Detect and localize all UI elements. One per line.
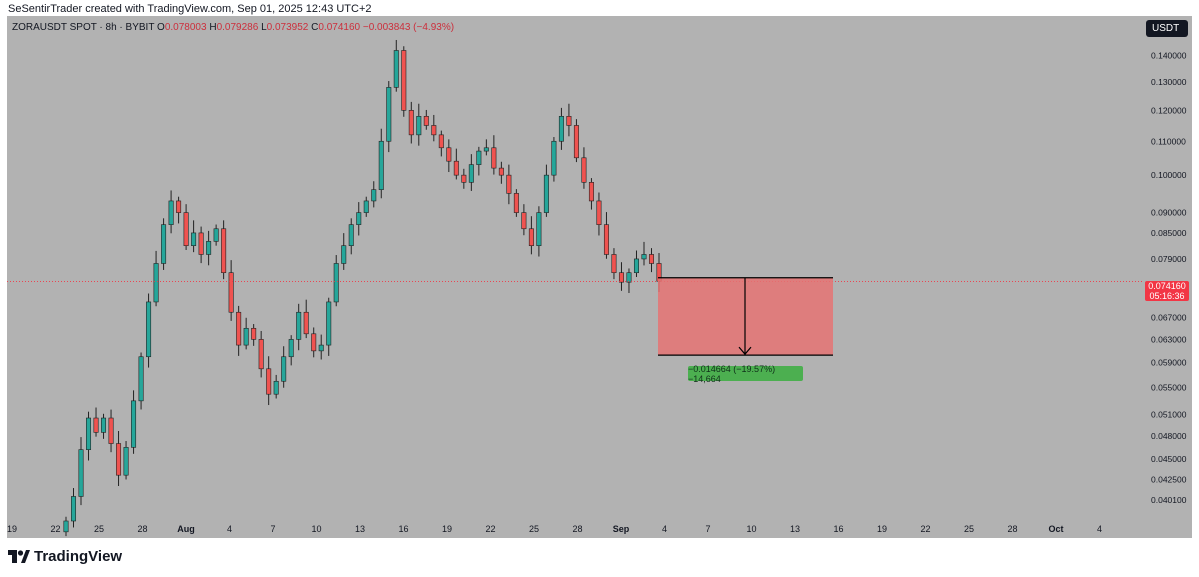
chart-caption: SeSentirTrader created with TradingView.… [8, 3, 372, 15]
legend-open: 0.078003 [164, 22, 207, 33]
price-axis[interactable] [1142, 16, 1192, 520]
tradingview-logo-icon [8, 550, 30, 563]
tradingview-logo[interactable]: TradingView [8, 548, 122, 565]
legend-low-label: L [261, 22, 267, 33]
bar-countdown: 05:16:36 [1149, 291, 1185, 301]
measure-label: −0.014664 (−19.57%) −14,664 [688, 364, 803, 384]
brand-name: TradingView [34, 548, 123, 565]
symbol-legend: ZORAUSDT SPOT · 8h · BYBIT O0.078003 H0.… [12, 22, 454, 33]
legend-change: −0.003843 (−4.93%) [362, 22, 455, 33]
chart-area[interactable] [7, 16, 1142, 520]
legend-high: 0.079286 [216, 22, 259, 33]
legend-high-label: H [209, 22, 217, 33]
legend-close: 0.074160 [318, 22, 361, 33]
time-axis[interactable] [7, 520, 1192, 538]
legend-open-label: O [157, 22, 165, 33]
last-price-tag: 0.074160 05:16:36 [1145, 281, 1189, 301]
legend-close-label: C [311, 22, 319, 33]
last-price-value: 0.074160 [1148, 281, 1186, 291]
currency-button[interactable]: USDT [1146, 20, 1188, 37]
legend-low: 0.073952 [266, 22, 309, 33]
legend-symbol: ZORAUSDT SPOT · 8h · BYBIT [12, 22, 155, 33]
